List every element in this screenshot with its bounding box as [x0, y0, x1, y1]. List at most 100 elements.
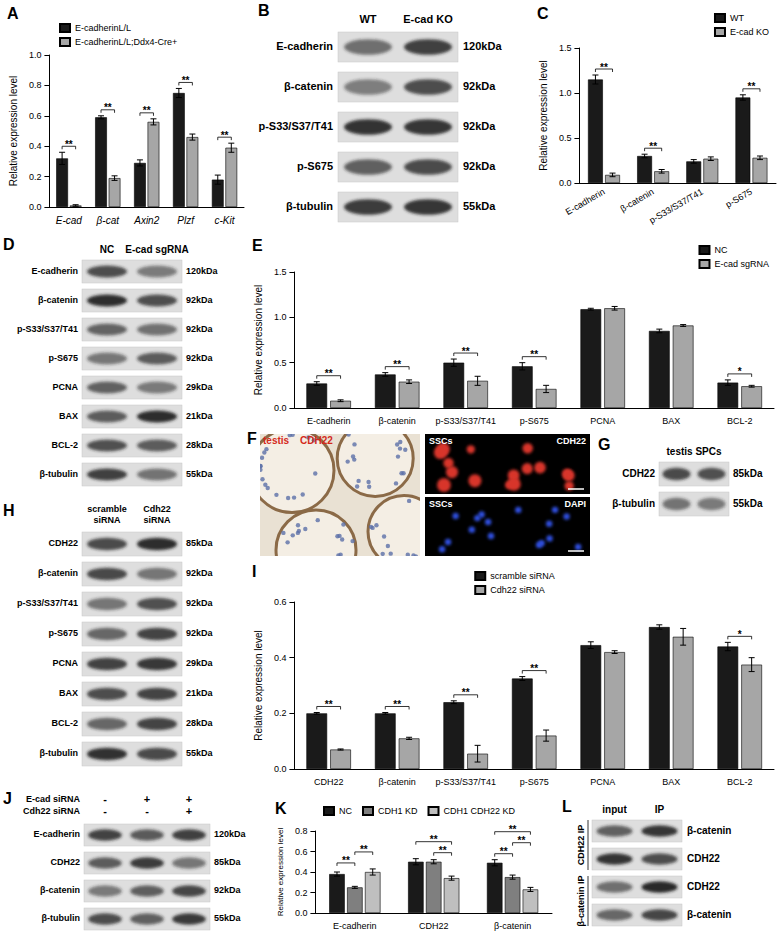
svg-text:K: K: [275, 800, 287, 817]
svg-text:p-S33/S37/T41: p-S33/S37/T41: [435, 777, 496, 787]
svg-text:E: E: [252, 237, 263, 254]
svg-text:**: **: [143, 105, 151, 116]
svg-text:WT: WT: [359, 13, 376, 25]
svg-text:β-catenin: β-catenin: [687, 825, 731, 836]
svg-text:Relative expression level: Relative expression level: [253, 285, 264, 396]
svg-text:testis SPCs: testis SPCs: [666, 446, 721, 457]
svg-text:**: **: [600, 62, 608, 73]
svg-text:55kDa: 55kDa: [733, 498, 763, 509]
svg-text:0.8: 0.8: [29, 80, 42, 90]
svg-text:Relative expression level: Relative expression level: [538, 60, 549, 171]
svg-text:p-S675: p-S675: [724, 187, 754, 210]
svg-text:E-cadherin: E-cadherin: [307, 416, 351, 426]
svg-text:DAPI: DAPI: [564, 499, 586, 509]
svg-text:c-Kit: c-Kit: [215, 215, 236, 226]
svg-text:E-cadherinL/L: E-cadherinL/L: [75, 23, 131, 33]
svg-text:D: D: [3, 236, 15, 253]
svg-text:p-S33/S37/T41: p-S33/S37/T41: [17, 598, 78, 608]
svg-text:**: **: [360, 844, 368, 855]
svg-text:scramble: scramble: [87, 504, 127, 514]
svg-text:0.6: 0.6: [295, 847, 308, 857]
svg-text:B: B: [258, 2, 270, 19]
svg-text:E-cad siRNA: E-cad siRNA: [26, 794, 81, 804]
svg-text:**: **: [104, 102, 112, 113]
svg-text:0.6: 0.6: [274, 597, 287, 607]
svg-text:**: **: [221, 130, 229, 141]
svg-text:E-cadherin: E-cadherin: [333, 921, 377, 931]
svg-text:92kDa: 92kDa: [463, 160, 496, 172]
svg-text:F: F: [247, 430, 257, 447]
svg-text:**: **: [393, 699, 401, 710]
svg-text:A: A: [7, 5, 19, 22]
svg-text:E-cad KO: E-cad KO: [730, 27, 769, 37]
svg-text:CDH22: CDH22: [622, 468, 655, 479]
svg-text:E-cad sgRNA: E-cad sgRNA: [125, 244, 188, 255]
svg-text:**: **: [518, 835, 526, 846]
svg-text:92kDa: 92kDa: [463, 80, 496, 92]
svg-text:β-tubulin: β-tubulin: [40, 748, 78, 758]
svg-text:BAX: BAX: [662, 416, 680, 426]
svg-text:**: **: [325, 699, 333, 710]
svg-text:NC: NC: [714, 245, 727, 255]
svg-text:55kDa: 55kDa: [463, 200, 496, 212]
svg-text:p-S33/S37/T41: p-S33/S37/T41: [17, 324, 78, 334]
svg-text:β-tubulin: β-tubulin: [40, 469, 78, 479]
svg-text:BCL-2: BCL-2: [52, 440, 79, 450]
svg-text:PCNA: PCNA: [52, 382, 78, 392]
svg-text:BCL-2: BCL-2: [727, 416, 753, 426]
svg-text:0.4: 0.4: [274, 653, 287, 663]
svg-text:Relative expression level: Relative expression level: [276, 828, 285, 917]
svg-text:1.0: 1.0: [559, 88, 572, 98]
svg-text:E-cadherin: E-cadherin: [31, 266, 78, 276]
svg-text:CDH22: CDH22: [300, 435, 333, 446]
svg-text:0.2: 0.2: [29, 172, 42, 182]
svg-text:p-S675: p-S675: [48, 353, 78, 363]
svg-text:C: C: [537, 5, 549, 22]
svg-text:92kDa: 92kDa: [186, 628, 214, 638]
svg-text:29kDa: 29kDa: [186, 382, 214, 392]
svg-text:**: **: [325, 368, 333, 379]
svg-text:CDH22: CDH22: [556, 436, 586, 446]
svg-text:*: *: [738, 366, 742, 377]
svg-text:Cdh22: Cdh22: [143, 504, 171, 514]
svg-text:p-S33/S37/T41: p-S33/S37/T41: [435, 416, 496, 426]
svg-text:BAX: BAX: [662, 777, 680, 787]
svg-text:21kDa: 21kDa: [186, 411, 214, 421]
svg-text:siRNA: siRNA: [93, 515, 121, 525]
svg-text:β-catenin: β-catenin: [38, 568, 78, 578]
svg-text:H: H: [3, 502, 15, 519]
svg-text:**: **: [462, 346, 470, 357]
svg-text:-: -: [103, 805, 107, 817]
svg-text:p-S675: p-S675: [297, 160, 333, 172]
svg-text:**: **: [530, 663, 538, 674]
svg-text:28kDa: 28kDa: [186, 440, 214, 450]
svg-text:+: +: [144, 793, 150, 805]
svg-text:CDH22: CDH22: [48, 538, 78, 548]
svg-text:0.5: 0.5: [559, 133, 572, 143]
svg-text:E-cad: E-cad: [56, 215, 83, 226]
svg-text:92kDa: 92kDa: [186, 353, 214, 363]
svg-text:NC: NC: [339, 806, 352, 816]
svg-text:55kDa: 55kDa: [186, 748, 214, 758]
svg-text:0.6: 0.6: [29, 111, 42, 121]
svg-text:Relative expression level: Relative expression level: [8, 76, 19, 187]
svg-text:p-S675: p-S675: [48, 628, 78, 638]
svg-text:92kDa: 92kDa: [214, 885, 242, 895]
svg-text:PCNA: PCNA: [52, 658, 78, 668]
svg-text:E-cadherinL/L;Ddx4-Cre+: E-cadherinL/L;Ddx4-Cre+: [75, 37, 177, 47]
svg-text:92kDa: 92kDa: [186, 568, 214, 578]
svg-text:β-catenin: β-catenin: [494, 921, 531, 931]
svg-text:55kDa: 55kDa: [186, 469, 214, 479]
svg-text:*: *: [738, 629, 742, 640]
svg-text:92kDa: 92kDa: [463, 120, 496, 132]
svg-text:**: **: [748, 81, 756, 92]
svg-text:**: **: [500, 846, 508, 857]
svg-text:β-catenin: β-catenin: [379, 777, 416, 787]
svg-text:G: G: [598, 436, 610, 453]
svg-text:120kDa: 120kDa: [463, 40, 502, 52]
svg-text:WT: WT: [730, 13, 744, 23]
svg-text:**: **: [530, 349, 538, 360]
svg-text:0.8: 0.8: [295, 826, 308, 836]
svg-text:β-tubulin: β-tubulin: [286, 200, 333, 212]
svg-text:β-catenin: β-catenin: [284, 80, 333, 92]
